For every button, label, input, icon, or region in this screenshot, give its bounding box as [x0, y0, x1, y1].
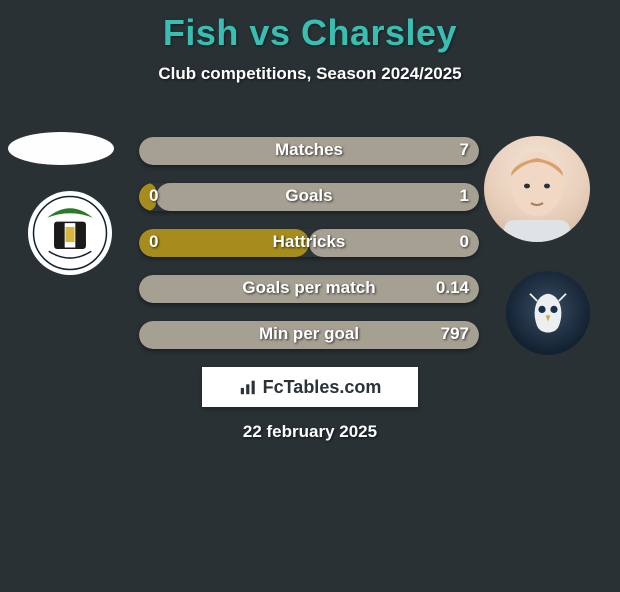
- stat-row-goals-per-match: Goals per match0.14: [139, 275, 479, 303]
- player-right-face-icon: [484, 136, 590, 242]
- stat-row-min-per-goal: Min per goal797: [139, 321, 479, 349]
- club-right-crest: [506, 271, 590, 355]
- bar-value-left: 0: [149, 232, 158, 252]
- page-title: Fish vs Charsley: [0, 12, 620, 54]
- bar-value-right: 7: [460, 140, 469, 160]
- player-left-avatar: [8, 132, 114, 165]
- player-right-avatar: [484, 136, 590, 242]
- bar-label: Hattricks: [139, 232, 479, 252]
- subtitle: Club competitions, Season 2024/2025: [0, 64, 620, 84]
- bar-label: Matches: [139, 140, 479, 160]
- bar-label: Min per goal: [139, 324, 479, 344]
- bar-label: Goals per match: [139, 278, 479, 298]
- bar-value-left: 0: [149, 186, 158, 206]
- bar-value-right: 0.14: [436, 278, 469, 298]
- stat-row-goals: Goals0 1: [139, 183, 479, 211]
- date-text: 22 february 2025: [0, 422, 620, 442]
- bar-value-right: 1: [460, 186, 469, 206]
- comparison-bars: Matches7Goals01Hattricks00Goals per matc…: [139, 137, 479, 367]
- stat-row-matches: Matches7: [139, 137, 479, 165]
- club-left-crest: [28, 191, 112, 275]
- crest-left-icon: [32, 195, 108, 271]
- bar-value-right: 797: [441, 324, 469, 344]
- brand-box: FcTables.com: [202, 367, 418, 407]
- bar-value-right: 0: [460, 232, 469, 252]
- crest-right-icon: [518, 283, 578, 343]
- bar-label: Goals: [139, 186, 479, 206]
- stat-row-hattricks: Hattricks0 0: [139, 229, 479, 257]
- brand-chart-icon: [239, 378, 257, 396]
- brand-text: FcTables.com: [263, 377, 382, 398]
